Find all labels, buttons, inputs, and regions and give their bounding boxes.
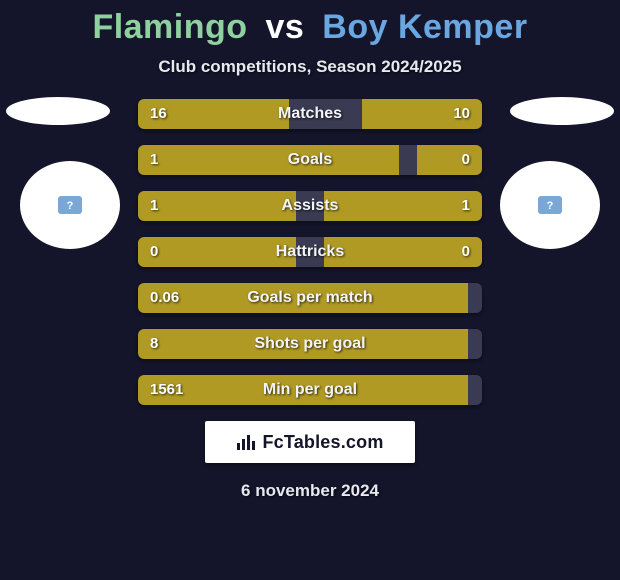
- stat-row: 0.06Goals per match: [138, 283, 482, 313]
- question-icon: ?: [538, 196, 562, 214]
- stat-fill-right: [417, 145, 482, 175]
- stat-fill-left: [138, 191, 296, 221]
- player1-name: Flamingo: [92, 8, 247, 46]
- brand-text: FcTables.com: [262, 432, 383, 453]
- stat-fill-left: [138, 375, 468, 405]
- stat-row: 00Hattricks: [138, 237, 482, 267]
- stat-row: 1610Matches: [138, 99, 482, 129]
- stat-value-right: 1: [462, 191, 470, 221]
- stat-value-left: 1561: [150, 375, 183, 405]
- stat-fill-left: [138, 145, 399, 175]
- player2-name: Boy Kemper: [322, 8, 527, 46]
- svg-text:?: ?: [547, 200, 554, 211]
- stat-value-right: 0: [462, 237, 470, 267]
- stat-fill-left: [138, 329, 468, 359]
- player1-badge: ?: [20, 161, 120, 249]
- brand-badge[interactable]: FcTables.com: [205, 421, 415, 463]
- comparison-title: Flamingo vs Boy Kemper: [0, 0, 620, 47]
- stat-value-left: 1: [150, 191, 158, 221]
- decor-ellipse-right: [510, 97, 614, 125]
- stat-value-left: 0.06: [150, 283, 179, 313]
- stat-value-left: 16: [150, 99, 167, 129]
- stat-row: 11Assists: [138, 191, 482, 221]
- stat-fill-right: [324, 191, 482, 221]
- question-icon: ?: [58, 196, 82, 214]
- stat-row: 8Shots per goal: [138, 329, 482, 359]
- date-label: 6 november 2024: [0, 481, 620, 501]
- bars-icon: [236, 433, 256, 451]
- stat-fill-left: [138, 283, 468, 313]
- stat-value-left: 8: [150, 329, 158, 359]
- stat-value-left: 0: [150, 237, 158, 267]
- stat-fill-right: [324, 237, 482, 267]
- stat-row: 10Goals: [138, 145, 482, 175]
- chart-stage: ? ? 1610Matches10Goals11Assists00Hattric…: [0, 99, 620, 405]
- stat-row: 1561Min per goal: [138, 375, 482, 405]
- player2-badge: ?: [500, 161, 600, 249]
- stat-fill-left: [138, 237, 296, 267]
- vs-label: vs: [266, 8, 305, 46]
- subtitle: Club competitions, Season 2024/2025: [0, 57, 620, 77]
- svg-text:?: ?: [67, 200, 74, 211]
- stat-value-right: 10: [453, 99, 470, 129]
- stat-value-right: 0: [462, 145, 470, 175]
- decor-ellipse-left: [6, 97, 110, 125]
- stat-value-left: 1: [150, 145, 158, 175]
- stat-rows: 1610Matches10Goals11Assists00Hattricks0.…: [138, 99, 482, 405]
